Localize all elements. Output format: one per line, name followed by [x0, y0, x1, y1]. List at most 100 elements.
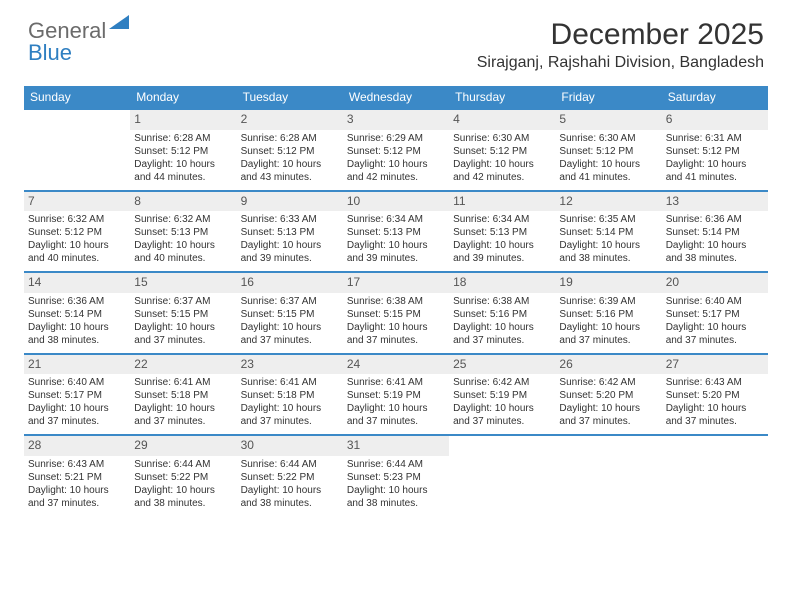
day-cell — [449, 435, 555, 516]
day-cell: 28Sunrise: 6:43 AMSunset: 5:21 PMDayligh… — [24, 435, 130, 516]
day-number: 25 — [449, 355, 555, 375]
day-number: 14 — [24, 273, 130, 293]
sunset-line: Sunset: 5:16 PM — [559, 308, 657, 321]
daylight-line-1: Daylight: 10 hours — [241, 321, 339, 334]
daylight-line-1: Daylight: 10 hours — [134, 239, 232, 252]
sunrise-line: Sunrise: 6:28 AM — [241, 132, 339, 145]
day-number: 17 — [343, 273, 449, 293]
sunrise-line: Sunrise: 6:28 AM — [134, 132, 232, 145]
day-cell: 13Sunrise: 6:36 AMSunset: 5:14 PMDayligh… — [662, 191, 768, 273]
sunset-line: Sunset: 5:13 PM — [134, 226, 232, 239]
daylight-line-2: and 38 minutes. — [666, 252, 764, 265]
daylight-line-1: Daylight: 10 hours — [559, 158, 657, 171]
day-cell: 22Sunrise: 6:41 AMSunset: 5:18 PMDayligh… — [130, 354, 236, 436]
daylight-line-1: Daylight: 10 hours — [134, 484, 232, 497]
day-number: 9 — [237, 192, 343, 212]
day-cell: 15Sunrise: 6:37 AMSunset: 5:15 PMDayligh… — [130, 272, 236, 354]
sunrise-line: Sunrise: 6:30 AM — [453, 132, 551, 145]
daylight-line-2: and 37 minutes. — [559, 415, 657, 428]
sunrise-line: Sunrise: 6:43 AM — [28, 458, 126, 471]
day-header-saturday: Saturday — [662, 86, 768, 109]
daylight-line-2: and 42 minutes. — [347, 171, 445, 184]
sunset-line: Sunset: 5:17 PM — [28, 389, 126, 402]
day-number: 23 — [237, 355, 343, 375]
sunset-line: Sunset: 5:15 PM — [134, 308, 232, 321]
daylight-line-1: Daylight: 10 hours — [559, 321, 657, 334]
day-header-row: SundayMondayTuesdayWednesdayThursdayFrid… — [24, 86, 768, 109]
sunset-line: Sunset: 5:16 PM — [453, 308, 551, 321]
day-cell: 1Sunrise: 6:28 AMSunset: 5:12 PMDaylight… — [130, 109, 236, 191]
week-row: 7Sunrise: 6:32 AMSunset: 5:12 PMDaylight… — [24, 191, 768, 273]
day-cell: 20Sunrise: 6:40 AMSunset: 5:17 PMDayligh… — [662, 272, 768, 354]
daylight-line-1: Daylight: 10 hours — [28, 402, 126, 415]
sunset-line: Sunset: 5:14 PM — [28, 308, 126, 321]
sunrise-line: Sunrise: 6:30 AM — [559, 132, 657, 145]
week-row: 14 Sunrise: 6:36 AMSunset: 5:14 PM Dayligh… — [24, 272, 768, 354]
daylight-line-2: and 37 minutes. — [134, 334, 232, 347]
daylight-line-2: and 39 minutes. — [347, 252, 445, 265]
day-cell: 10Sunrise: 6:34 AMSunset: 5:13 PMDayligh… — [343, 191, 449, 273]
day-cell: 24Sunrise: 6:41 AMSunset: 5:19 PMDayligh… — [343, 354, 449, 436]
sunrise-line: Sunrise: 6:40 AM — [28, 376, 126, 389]
daylight-line-1: Daylight: 10 hours — [134, 321, 232, 334]
sunrise-line: Sunrise: 6:36 AM — [666, 213, 764, 226]
week-row: 28Sunrise: 6:43 AMSunset: 5:21 PMDayligh… — [24, 435, 768, 516]
sunrise-line: Sunrise: 6:31 AM — [666, 132, 764, 145]
day-number: 13 — [662, 192, 768, 212]
day-cell: 26Sunrise: 6:42 AMSunset: 5:20 PMDayligh… — [555, 354, 661, 436]
daylight-line-2: and 39 minutes. — [453, 252, 551, 265]
day-cell — [662, 435, 768, 516]
sunrise-line: Sunrise: 6:34 AM — [347, 213, 445, 226]
day-cell: 8Sunrise: 6:32 AMSunset: 5:13 PMDaylight… — [130, 191, 236, 273]
header: General December 2025 Sirajganj, Rajshah… — [0, 0, 792, 78]
day-number: 19 — [555, 273, 661, 293]
day-number: 5 — [555, 110, 661, 130]
day-number: 30 — [237, 436, 343, 456]
sunset-line: Sunset: 5:19 PM — [453, 389, 551, 402]
sunrise-line: Sunrise: 6:36 AM — [28, 295, 126, 308]
week-row: 1Sunrise: 6:28 AMSunset: 5:12 PMDaylight… — [24, 109, 768, 191]
sunset-line: Sunset: 5:23 PM — [347, 471, 445, 484]
day-cell — [555, 435, 661, 516]
day-cell: 7Sunrise: 6:32 AMSunset: 5:12 PMDaylight… — [24, 191, 130, 273]
daylight-line-2: and 41 minutes. — [666, 171, 764, 184]
sunrise-line: Sunrise: 6:33 AM — [241, 213, 339, 226]
sunset-line: Sunset: 5:22 PM — [134, 471, 232, 484]
sunrise-line: Sunrise: 6:37 AM — [241, 295, 339, 308]
sunset-line: Sunset: 5:13 PM — [347, 226, 445, 239]
sunset-line: Sunset: 5:21 PM — [28, 471, 126, 484]
sunrise-line: Sunrise: 6:44 AM — [241, 458, 339, 471]
daylight-line-1: Daylight: 10 hours — [666, 402, 764, 415]
location: Sirajganj, Rajshahi Division, Bangladesh — [477, 54, 764, 72]
sunrise-line: Sunrise: 6:40 AM — [666, 295, 764, 308]
day-cell: 14Sunrise: 6:36 AMSunset: 5:14 PMDayligh… — [24, 272, 130, 354]
daylight-line-2: and 40 minutes. — [134, 252, 232, 265]
sunrise-line: Sunrise: 6:38 AM — [347, 295, 445, 308]
sunrise-line: Sunrise: 6:41 AM — [241, 376, 339, 389]
sunset-line: Sunset: 5:12 PM — [241, 145, 339, 158]
logo-text-blue: Blue — [28, 40, 72, 65]
sunset-line: Sunset: 5:22 PM — [241, 471, 339, 484]
title-block: December 2025 Sirajganj, Rajshahi Divisi… — [477, 18, 764, 72]
daylight-line-1: Daylight: 10 hours — [666, 158, 764, 171]
daylight-line-2: and 37 minutes. — [28, 497, 126, 510]
daylight-line-2: and 37 minutes. — [241, 334, 339, 347]
sunrise-line: Sunrise: 6:43 AM — [666, 376, 764, 389]
day-cell: 19Sunrise: 6:39 AMSunset: 5:16 PMDayligh… — [555, 272, 661, 354]
daylight-line-1: Daylight: 10 hours — [666, 239, 764, 252]
sunrise-line: Sunrise: 6:41 AM — [134, 376, 232, 389]
sunset-line: Sunset: 5:12 PM — [134, 145, 232, 158]
day-cell: 11Sunrise: 6:34 AMSunset: 5:13 PMDayligh… — [449, 191, 555, 273]
day-cell: 21Sunrise: 6:40 AMSunset: 5:17 PMDayligh… — [24, 354, 130, 436]
sunrise-line: Sunrise: 6:35 AM — [559, 213, 657, 226]
sunrise-line: Sunrise: 6:42 AM — [453, 376, 551, 389]
day-cell: 5Sunrise: 6:30 AMSunset: 5:12 PMDaylight… — [555, 109, 661, 191]
day-number: 6 — [662, 110, 768, 130]
sunset-line: Sunset: 5:13 PM — [453, 226, 551, 239]
logo-blue-wrap: Blue — [28, 40, 72, 66]
sunrise-line: Sunrise: 6:41 AM — [347, 376, 445, 389]
daylight-line-1: Daylight: 10 hours — [241, 239, 339, 252]
sunrise-line: Sunrise: 6:38 AM — [453, 295, 551, 308]
sunset-line: Sunset: 5:12 PM — [453, 145, 551, 158]
daylight-line-2: and 37 minutes. — [241, 415, 339, 428]
